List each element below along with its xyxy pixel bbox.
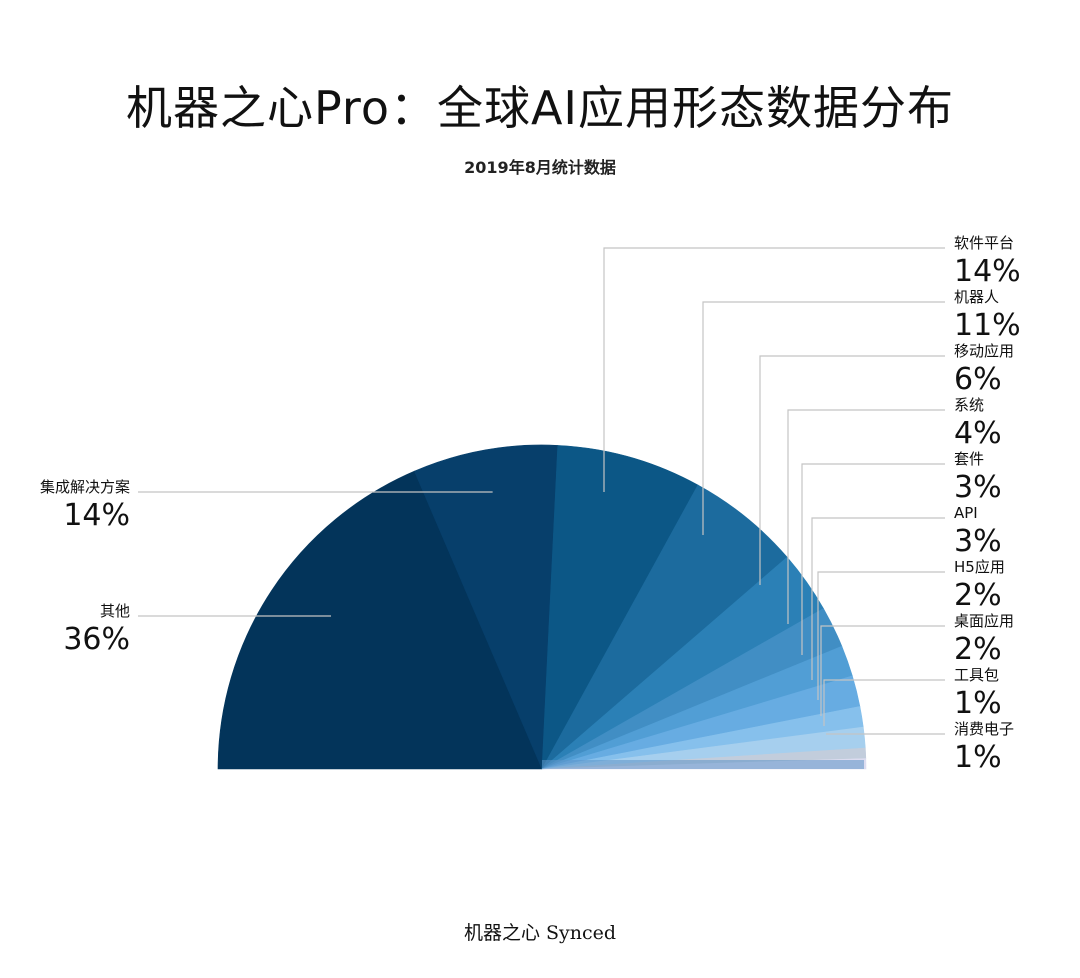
leader-line-3 [702,301,945,535]
label-name-0: 其他 [100,602,130,620]
label-name-7: API [954,504,978,522]
label-name-4: 移动应用 [954,342,1014,360]
leader-line-9 [820,625,945,716]
leader-line-4 [759,355,945,585]
chart-title: 机器之心Pro：全球AI应用形态数据分布 [125,81,954,135]
label-pct-4: 6% [954,362,1002,397]
label-pct-9: 2% [954,632,1002,667]
label-pct-8: 2% [954,578,1002,613]
label-pct-11: 1% [954,740,1002,775]
pie-slice-1 [413,444,559,770]
baseline-strip [542,760,864,769]
label-name-6: 套件 [954,450,984,468]
label-name-9: 桌面应用 [954,612,1014,630]
label-pct-10: 1% [954,686,1002,721]
pie-slices [217,444,867,770]
leader-lines [138,247,945,735]
leader-line-5 [787,409,945,624]
label-pct-6: 3% [954,470,1002,505]
label-name-8: H5应用 [954,558,1005,576]
label-pct-7: 3% [954,524,1002,559]
leader-line-7 [811,517,945,680]
leader-line-8 [817,571,945,700]
label-name-11: 消费电子 [954,720,1014,738]
source-credit: 机器之心 Synced [463,922,617,944]
label-pct-5: 4% [954,416,1002,451]
leader-line-2 [603,247,945,492]
label-name-5: 系统 [954,396,984,414]
pie-slice-2 [541,445,699,770]
leader-line-6 [801,463,945,655]
leader-line-10 [823,679,945,726]
label-pct-1: 14% [63,498,130,533]
label-pct-3: 11% [954,308,1021,343]
label-name-3: 机器人 [954,288,999,306]
label-pct-2: 14% [954,254,1021,289]
label-pct-0: 36% [63,622,130,657]
pie-slice-0 [217,470,543,770]
chart-subtitle: 2019年8月统计数据 [464,158,616,177]
slice-labels: 其他36%集成解决方案14%软件平台14%机器人11%移动应用6%系统4%套件3… [40,234,1021,775]
label-name-1: 集成解决方案 [40,478,130,496]
label-name-2: 软件平台 [954,234,1014,252]
label-name-10: 工具包 [954,666,999,684]
